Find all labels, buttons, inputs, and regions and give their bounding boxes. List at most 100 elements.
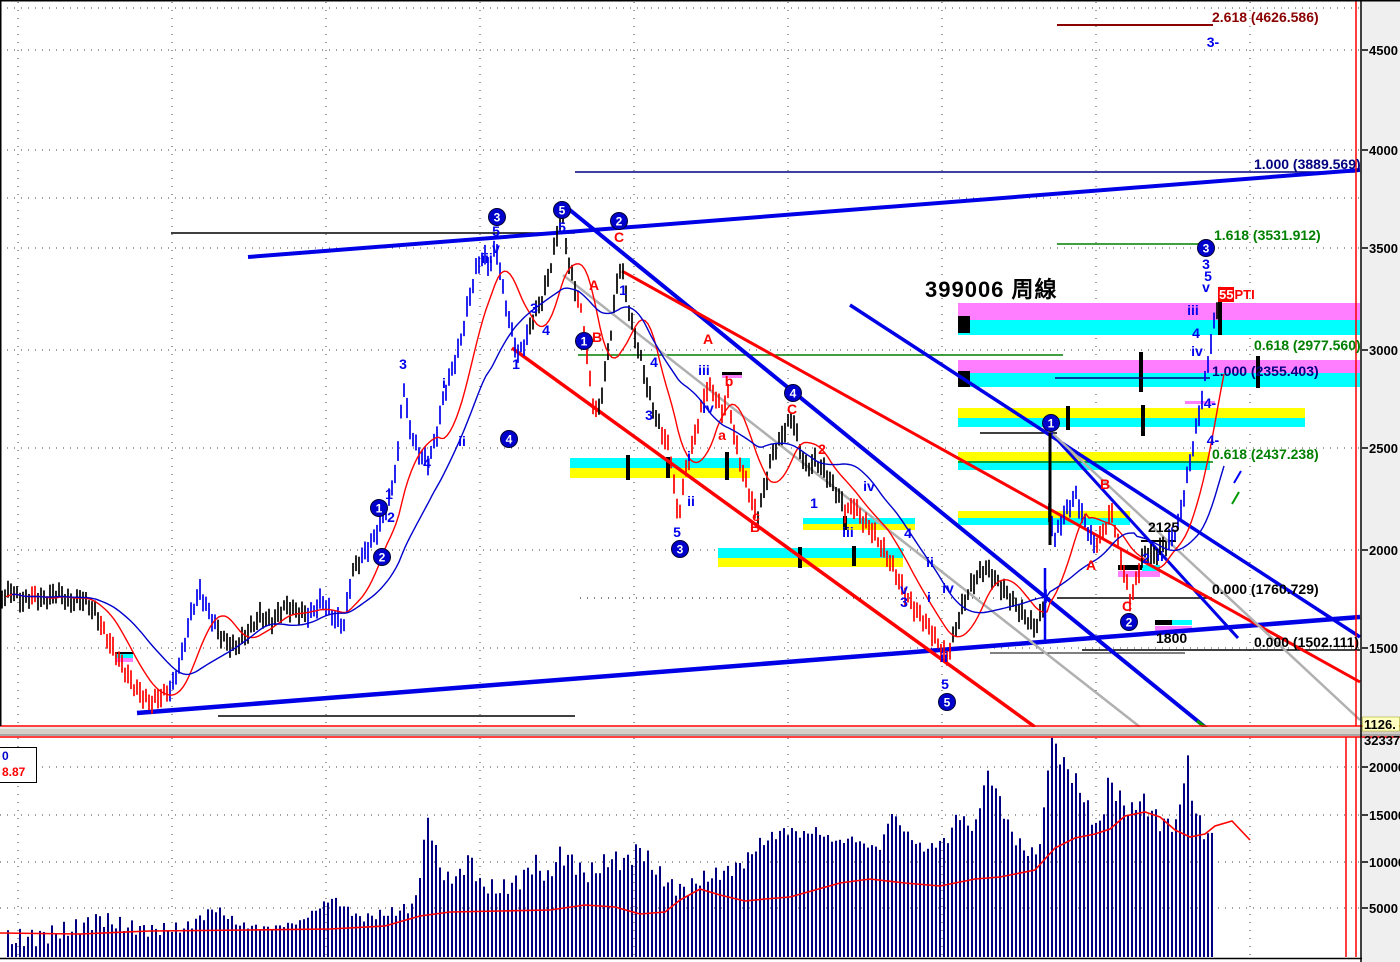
wave-label-red: 2: [818, 441, 826, 457]
price-ma-slow-blue: [11, 287, 1225, 676]
fib-label: 1.618 (3531.912): [1214, 227, 1321, 243]
wave-circle-number: 3: [494, 211, 501, 225]
wave-label-blue: 1: [385, 486, 393, 502]
price-cluster-band: [803, 524, 915, 530]
trend-line: [621, 269, 1361, 684]
price-cluster-band: [718, 548, 903, 558]
wave-circle-number: 2: [379, 551, 386, 565]
pti-badge: 55PTI: [1218, 287, 1255, 302]
wave-label-blue: ii: [687, 493, 695, 509]
wave-label-blue: iv: [702, 400, 714, 416]
price-cluster-band: [958, 303, 1360, 320]
price-cluster-band: [1155, 626, 1192, 632]
wave-circle-marker: [488, 208, 506, 226]
wave-label-blue: 4: [423, 455, 431, 471]
volume-axis-label: 5000: [1369, 901, 1398, 916]
wave-label-blue: i: [687, 448, 691, 464]
trend-line: [563, 204, 1207, 729]
wave-label-blue: 3: [645, 407, 653, 423]
volume-axis-label: 10000: [1369, 855, 1400, 870]
price-cluster-band: [958, 316, 970, 333]
price-cluster-band: [958, 511, 1130, 518]
wave-label-red: B: [750, 519, 760, 535]
wave-label-red: C: [1122, 598, 1132, 614]
fib-label: 1.000 (3889.569): [1254, 156, 1361, 172]
wave-circle-number: 5: [559, 204, 566, 218]
price-cluster-band: [803, 518, 915, 524]
wave-label-blue: iii: [1187, 302, 1199, 318]
wave-label-blue: 4: [650, 354, 658, 370]
wave-label-blue: iv: [942, 580, 954, 596]
wave-circle-number: 1: [1048, 417, 1055, 431]
wave-label-red: A: [589, 277, 599, 293]
trend-line: [247, 168, 1361, 259]
price-cluster-band: [722, 375, 742, 378]
wave-circle-marker: [784, 384, 802, 402]
price-axis-label: 2500: [1369, 441, 1398, 456]
wave-label-red: C: [614, 229, 624, 245]
trend-line: [1052, 433, 1361, 721]
wave-circle-number: 2: [1126, 616, 1133, 630]
price-cluster-band: [1155, 620, 1172, 625]
wave-label-blue: 4: [904, 525, 912, 541]
chart-title: 399006 周線: [925, 277, 1058, 302]
volume-ma-red: [0, 811, 1251, 935]
wave-circle-number: 1: [581, 335, 588, 349]
price-marker-label: 2125: [1148, 519, 1179, 535]
wave-label-blue: ii: [458, 433, 466, 449]
price-cluster-band: [115, 654, 133, 658]
trend-line: [136, 614, 1361, 716]
volume-axis-label: 15000: [1369, 808, 1400, 823]
panel-separator[interactable]: [0, 727, 1400, 736]
wave-circle-number: 4: [790, 387, 797, 401]
wave-circle-marker: [370, 499, 388, 517]
wave-label-blue: iii: [698, 362, 710, 378]
wave-label-blue: 1: [810, 495, 818, 511]
signal-tick: [1231, 491, 1240, 505]
wave-label-blue: 5: [1204, 268, 1212, 284]
wave-circle-marker: [1197, 239, 1215, 257]
price-cluster-band: [1185, 401, 1215, 404]
wave-label-blue: iv: [863, 478, 875, 494]
fib-label: 0.000 (1760.729): [1212, 581, 1319, 597]
wave-label-blue: 4-: [1204, 395, 1217, 411]
price-cluster-band: [1118, 565, 1142, 570]
price-cluster-band: [115, 658, 133, 662]
price-cluster-band: [958, 461, 1210, 470]
wave-label-blue: 5: [941, 676, 949, 692]
fib-label: 1.000 (2355.403): [1212, 363, 1319, 379]
wave-label-red: A: [1086, 557, 1096, 573]
wave-label-blue: 4-: [1207, 432, 1220, 448]
wave-label-blue: 3: [900, 594, 908, 610]
price-cluster-band: [958, 320, 1360, 335]
wave-label-blue: 1: [619, 282, 627, 298]
wave-circle-number: 4: [506, 433, 513, 447]
price-cluster-band: [722, 372, 742, 375]
price-cluster-band: [570, 468, 750, 478]
price-cluster-band: [115, 652, 133, 654]
trend-line: [849, 303, 1361, 639]
price-axis-label: 3500: [1369, 241, 1398, 256]
wave-label-red: C: [787, 401, 797, 417]
wave-label-blue: v: [900, 581, 908, 597]
fib-label: 0.618 (2977.560): [1254, 337, 1361, 353]
wave-circle-number: 3: [1203, 242, 1210, 256]
wave-label-red: A: [703, 331, 713, 347]
wave-circle-number: 1: [376, 502, 383, 516]
wave-label-blue: iv: [1191, 343, 1203, 359]
price-ma-fast-red: [5, 263, 1225, 696]
wave-label-red: a: [718, 427, 726, 443]
wave-circle-marker: [553, 201, 571, 219]
wave-label-blue: 3: [1202, 256, 1210, 272]
wave-label-blue: ii: [926, 554, 934, 570]
price-axis-label: 4500: [1369, 43, 1398, 58]
wave-label-blue: 5: [492, 223, 500, 239]
indicator-value-red: 8.87: [2, 765, 26, 779]
wave-circle-marker: [373, 548, 391, 566]
wave-label-blue: ii: [1156, 548, 1164, 564]
wave-label-blue: 3: [530, 300, 538, 316]
wave-label-blue: iii: [481, 250, 493, 266]
